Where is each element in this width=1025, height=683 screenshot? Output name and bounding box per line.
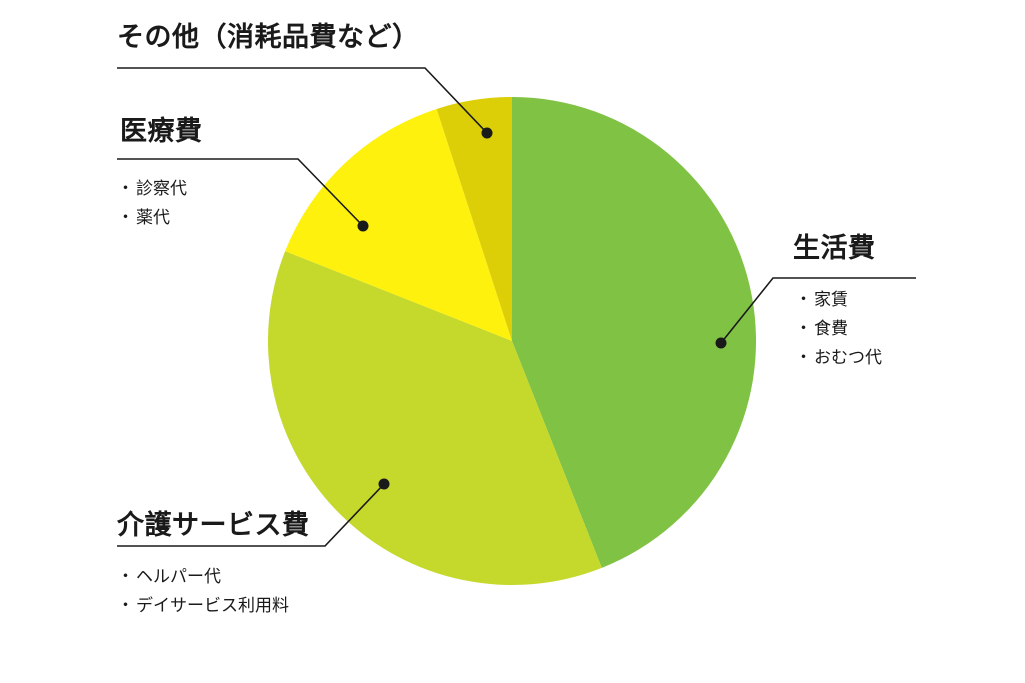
slice-title-medical: 医療費	[120, 116, 203, 147]
leader-dot-medical	[357, 220, 369, 232]
leader-dot-living	[715, 337, 727, 349]
pie-slice-care-service	[267, 251, 602, 586]
pie-slice-medical	[285, 108, 512, 341]
item-list-care-service: ヘルパー代 デイサービス利用料	[117, 563, 289, 621]
leader-line-other	[117, 67, 488, 134]
leader-dot-other	[481, 127, 493, 139]
list-item: 食費	[795, 315, 882, 344]
leader-line-medical	[117, 158, 364, 227]
leader-line-care-service	[117, 483, 385, 547]
slice-title-other: その他（消耗品費など）	[117, 22, 420, 53]
item-list-living: 家賃 食費 おむつ代	[795, 286, 882, 373]
leader-dot-care-service	[378, 478, 390, 490]
item-list-medical: 診察代 薬代	[117, 175, 187, 233]
pie-slice-living	[512, 97, 757, 568]
pie-slice-other	[436, 97, 512, 341]
list-item: おむつ代	[795, 344, 882, 373]
list-item: 家賃	[795, 286, 882, 315]
slice-title-care-service: 介護サービス費	[117, 510, 310, 541]
list-item: 薬代	[117, 204, 187, 233]
list-item: ヘルパー代	[117, 563, 289, 592]
leader-line-living	[720, 277, 916, 344]
list-item: デイサービス利用料	[117, 592, 289, 621]
slice-title-living: 生活費	[793, 233, 876, 264]
list-item: 診察代	[117, 175, 187, 204]
